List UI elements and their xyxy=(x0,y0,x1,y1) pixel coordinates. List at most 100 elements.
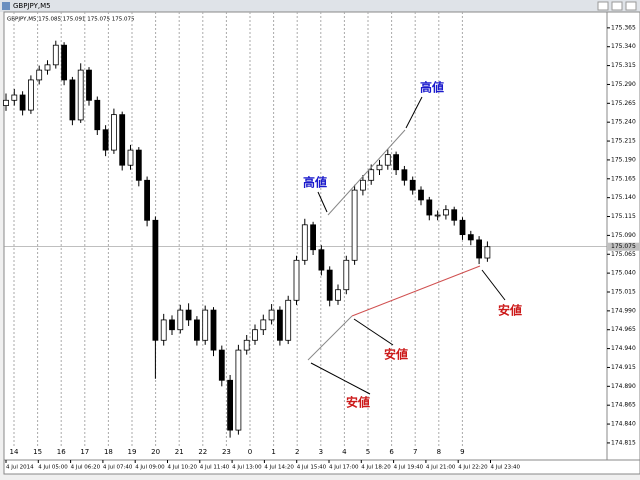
drawings xyxy=(307,96,506,395)
candle-body xyxy=(160,319,167,341)
candle-body xyxy=(11,94,18,101)
minimize-button[interactable] xyxy=(597,1,609,11)
candle-body xyxy=(218,349,225,381)
candle-body xyxy=(335,289,341,301)
candle-body xyxy=(276,309,283,341)
annotation: 安値 xyxy=(346,395,370,410)
y-tick-label: 175.090 xyxy=(611,232,636,239)
day-label: 22 xyxy=(198,448,207,456)
candle-body xyxy=(202,309,209,341)
day-label: 6 xyxy=(389,448,394,456)
y-tick-label: 174.865 xyxy=(611,402,636,409)
time-axis xyxy=(3,459,640,475)
candle-body xyxy=(61,44,67,81)
y-tick-label: 175.340 xyxy=(611,43,636,50)
arrow xyxy=(310,362,371,395)
y-tick-label: 175.265 xyxy=(611,100,636,107)
y-tick-label: 175.065 xyxy=(611,251,636,258)
candle-body xyxy=(318,249,325,271)
day-label: 21 xyxy=(175,448,184,456)
window-icon xyxy=(2,2,10,10)
price-axis xyxy=(606,11,640,461)
annotation: 高値 xyxy=(420,80,444,95)
candle-body xyxy=(69,79,76,121)
x-tick-label: 4 Jul 21:00 xyxy=(426,465,456,471)
close-button[interactable] xyxy=(625,1,637,11)
day-label: 1 xyxy=(271,448,275,456)
current-price-label: 175.075 xyxy=(611,243,636,250)
candle-body xyxy=(77,69,84,121)
annotation: 安値 xyxy=(384,347,408,362)
y-tick-label: 174.965 xyxy=(611,326,636,333)
x-tick-label: 4 Jul 19:40 xyxy=(394,465,424,471)
candle-body xyxy=(368,169,375,181)
symbol-header: GBPJPY,M5 175.085 175.091 175.075 175.07… xyxy=(7,17,135,23)
candle-body xyxy=(376,164,383,171)
annotation: 安値 xyxy=(498,303,522,318)
x-tick-label: 4 Jul 09:00 xyxy=(135,465,165,471)
maximize-button[interactable] xyxy=(611,1,623,11)
candle-body xyxy=(359,179,366,191)
candle-body xyxy=(169,319,175,331)
day-label: 14 xyxy=(10,448,19,456)
candle-body xyxy=(94,99,101,131)
day-label: 20 xyxy=(151,448,160,456)
candle-body xyxy=(293,259,300,301)
trendline xyxy=(351,265,481,317)
y-tick-label: 174.990 xyxy=(611,307,636,314)
day-label: 4 xyxy=(342,448,347,456)
candle-body xyxy=(343,259,350,291)
day-label: 0 xyxy=(248,448,252,456)
day-label: 18 xyxy=(104,448,113,456)
day-label: 15 xyxy=(33,448,42,456)
candle-body xyxy=(135,149,142,181)
x-tick-label: 4 Jul 13:00 xyxy=(232,465,262,471)
x-tick-label: 4 Jul 22:20 xyxy=(458,465,488,471)
candle-body xyxy=(111,114,117,151)
candle-body xyxy=(426,199,433,216)
candle-body xyxy=(351,189,358,261)
candle-body xyxy=(326,269,333,301)
candle-body xyxy=(19,94,26,111)
candle-body xyxy=(401,169,408,181)
y-tick-label: 174.890 xyxy=(611,383,636,390)
day-label: 7 xyxy=(413,448,417,456)
candle-body xyxy=(235,349,242,431)
candle-body xyxy=(393,154,400,171)
y-tick-label: 175.015 xyxy=(611,288,636,295)
y-tick-label: 175.315 xyxy=(611,62,636,69)
x-tick-label: 4 Jul 10:20 xyxy=(168,465,198,471)
y-tick-label: 174.840 xyxy=(611,421,636,428)
candle-body xyxy=(127,149,134,166)
x-tick-label: 4 Jul 2014 xyxy=(6,465,34,471)
arrow xyxy=(353,318,394,346)
candle-body xyxy=(418,189,424,201)
day-label: 9 xyxy=(460,448,464,456)
arrow xyxy=(317,191,328,213)
day-label: 23 xyxy=(222,448,231,456)
trendline xyxy=(327,129,406,216)
candle-body xyxy=(152,219,159,341)
y-tick-label: 174.815 xyxy=(611,439,636,446)
window-title: GBPJPY,M5 xyxy=(13,2,51,10)
y-tick-label: 175.140 xyxy=(611,194,636,201)
candle-body xyxy=(451,209,458,221)
candle-body xyxy=(260,319,267,331)
day-label: 17 xyxy=(80,448,89,456)
day-label: 3 xyxy=(319,448,323,456)
x-tick-label: 4 Jul 05:00 xyxy=(38,465,68,471)
y-tick-label: 175.215 xyxy=(611,138,636,145)
x-tick-label: 4 Jul 18:20 xyxy=(361,465,391,471)
y-tick-label: 175.040 xyxy=(611,270,636,277)
trendline xyxy=(307,315,353,361)
x-tick-label: 4 Jul 23:40 xyxy=(491,465,521,471)
candle-body xyxy=(27,79,34,111)
x-tick-label: 4 Jul 11:40 xyxy=(200,465,230,471)
y-tick-label: 174.915 xyxy=(611,364,636,371)
x-tick-label: 4 Jul 07:40 xyxy=(103,465,133,471)
current-price-box xyxy=(607,242,640,251)
candle-body xyxy=(252,329,258,341)
candle-body xyxy=(193,319,200,341)
candle-body xyxy=(243,339,250,351)
candle-body xyxy=(310,224,317,251)
